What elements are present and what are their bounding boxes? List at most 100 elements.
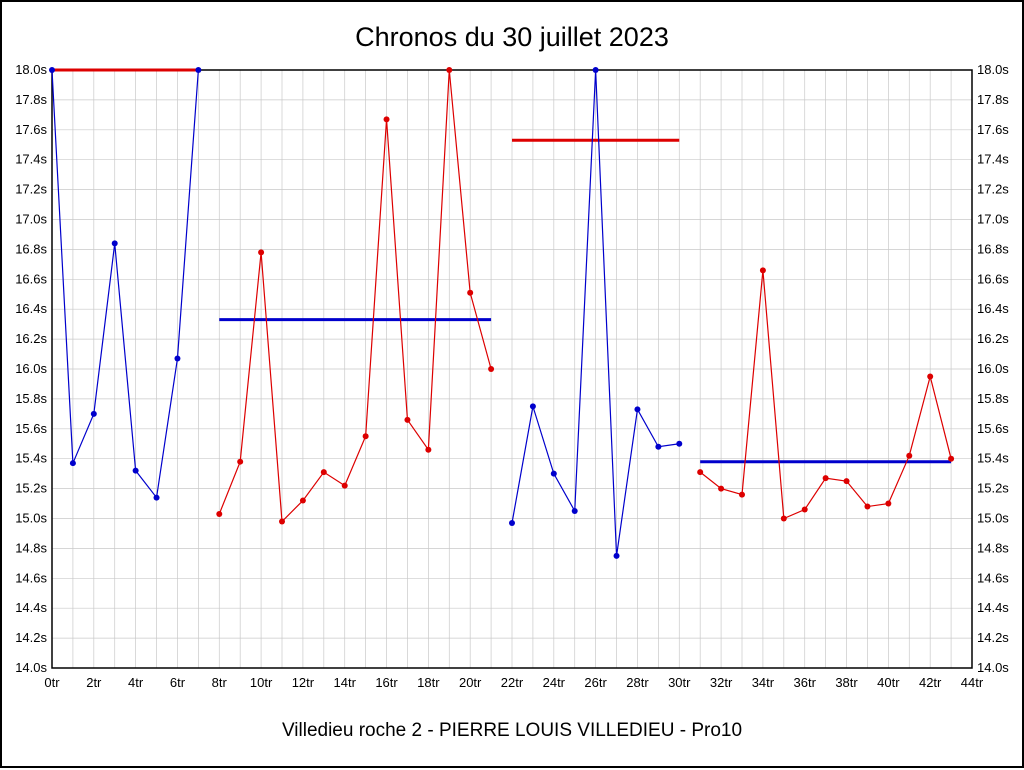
y-tick-label-right: 15.4s bbox=[977, 451, 1009, 466]
data-point-run-4 bbox=[885, 500, 892, 507]
data-point-run-3 bbox=[613, 552, 620, 559]
series-line-run-1 bbox=[51, 69, 199, 500]
y-tick-label-left: 18.0s bbox=[15, 62, 47, 77]
data-point-run-3 bbox=[592, 67, 599, 73]
y-tick-label-right: 16.2s bbox=[977, 331, 1009, 346]
x-tick-label: 6tr bbox=[170, 675, 186, 690]
data-point-run-4 bbox=[718, 485, 725, 492]
data-point-run-2 bbox=[258, 249, 265, 256]
y-tick-label-right: 17.8s bbox=[977, 92, 1009, 107]
data-point-run-4 bbox=[780, 515, 787, 522]
y-tick-label-right: 17.0s bbox=[977, 212, 1009, 227]
y-tick-label-left: 15.8s bbox=[15, 391, 47, 406]
y-tick-label-right: 15.6s bbox=[977, 421, 1009, 436]
data-point-run-3 bbox=[571, 508, 578, 515]
y-tick-label-left: 14.6s bbox=[15, 570, 47, 585]
y-tick-label-right: 14.6s bbox=[977, 570, 1009, 585]
data-point-run-4 bbox=[843, 478, 850, 485]
y-tick-label-left: 16.4s bbox=[15, 301, 47, 316]
x-tick-label: 18tr bbox=[417, 675, 440, 690]
y-tick-label-right: 17.4s bbox=[977, 152, 1009, 167]
data-point-run-2 bbox=[216, 511, 223, 518]
y-tick-label-right: 16.6s bbox=[977, 271, 1009, 286]
y-tick-label-left: 17.8s bbox=[15, 92, 47, 107]
y-tick-label-left: 16.8s bbox=[15, 241, 47, 256]
x-tick-label: 12tr bbox=[292, 675, 315, 690]
x-tick-label: 26tr bbox=[584, 675, 607, 690]
data-point-run-4 bbox=[948, 455, 955, 462]
data-point-run-4 bbox=[822, 475, 829, 482]
y-tick-label-right: 17.6s bbox=[977, 122, 1009, 137]
y-tick-label-right: 15.0s bbox=[977, 511, 1009, 526]
data-point-run-1 bbox=[90, 410, 97, 417]
x-tick-label: 22tr bbox=[501, 675, 524, 690]
chart-title: Chronos du 30 juillet 2023 bbox=[355, 22, 669, 52]
y-tick-label-left: 15.2s bbox=[15, 481, 47, 496]
x-tick-label: 28tr bbox=[626, 675, 649, 690]
y-tick-label-right: 14.4s bbox=[977, 600, 1009, 615]
data-point-run-3 bbox=[529, 403, 536, 410]
x-tick-label: 42tr bbox=[919, 675, 942, 690]
data-point-run-1 bbox=[174, 355, 181, 362]
data-point-run-2 bbox=[362, 433, 369, 440]
y-tick-label-right: 14.2s bbox=[977, 630, 1009, 645]
x-tick-label: 0tr bbox=[44, 675, 60, 690]
data-point-run-3 bbox=[676, 440, 683, 447]
data-point-run-2 bbox=[488, 366, 495, 372]
y-tick-label-right: 15.8s bbox=[977, 391, 1009, 406]
data-point-run-1 bbox=[132, 467, 139, 474]
data-point-run-1 bbox=[153, 494, 160, 501]
x-tick-label: 44tr bbox=[961, 675, 984, 690]
data-point-run-4 bbox=[906, 452, 913, 459]
y-tick-label-right: 16.8s bbox=[977, 241, 1009, 256]
data-point-run-2 bbox=[341, 482, 348, 489]
x-tick-label: 10tr bbox=[250, 675, 273, 690]
y-tick-label-left: 15.6s bbox=[15, 421, 47, 436]
x-tick-label: 30tr bbox=[668, 675, 691, 690]
x-tick-label: 36tr bbox=[794, 675, 817, 690]
data-point-run-2 bbox=[237, 458, 244, 465]
data-point-run-1 bbox=[195, 67, 202, 73]
y-tick-label-left: 16.6s bbox=[15, 271, 47, 286]
x-tick-label: 16tr bbox=[375, 675, 398, 690]
data-point-run-1 bbox=[69, 460, 76, 467]
plot-border bbox=[51, 69, 973, 669]
y-tick-label-right: 18.0s bbox=[977, 62, 1009, 77]
data-point-run-4 bbox=[739, 491, 745, 498]
chart-footer: Villedieu roche 2 - PIERRE LOUIS VILLEDI… bbox=[281, 720, 743, 741]
data-point-run-3 bbox=[509, 519, 515, 526]
y-tick-label-right: 16.4s bbox=[977, 301, 1009, 316]
data-point-run-4 bbox=[801, 506, 808, 513]
y-tick-label-left: 14.4s bbox=[15, 600, 47, 615]
x-tick-label: 14tr bbox=[334, 675, 357, 690]
data-point-run-4 bbox=[927, 373, 934, 380]
data-point-run-2 bbox=[425, 446, 432, 453]
y-tick-label-left: 15.4s bbox=[15, 451, 47, 466]
x-tick-label: 32tr bbox=[710, 675, 733, 690]
y-tick-label-left: 16.2s bbox=[15, 331, 47, 346]
data-point-run-3 bbox=[655, 443, 662, 450]
y-tick-label-right: 15.2s bbox=[977, 481, 1009, 496]
y-tick-label-left: 17.2s bbox=[15, 182, 47, 197]
y-tick-label-right: 17.2s bbox=[977, 182, 1009, 197]
x-tick-label: 20tr bbox=[459, 675, 482, 690]
x-tick-label: 4tr bbox=[128, 675, 144, 690]
x-tick-label: 34tr bbox=[752, 675, 775, 690]
y-tick-label-left: 16.0s bbox=[15, 361, 47, 376]
data-point-run-1 bbox=[49, 67, 55, 73]
y-tick-label-left: 17.6s bbox=[15, 122, 47, 137]
x-tick-label: 24tr bbox=[543, 675, 566, 690]
x-tick-label: 38tr bbox=[835, 675, 858, 690]
data-point-run-2 bbox=[279, 518, 285, 525]
data-point-run-3 bbox=[634, 406, 641, 413]
y-tick-label-left: 14.8s bbox=[15, 540, 47, 555]
y-tick-label-left: 17.4s bbox=[15, 152, 47, 167]
y-tick-label-left: 17.0s bbox=[15, 212, 47, 227]
data-point-run-2 bbox=[299, 497, 306, 504]
data-point-run-2 bbox=[404, 416, 411, 423]
x-tick-label: 40tr bbox=[877, 675, 900, 690]
series-line-run-2 bbox=[218, 69, 492, 523]
data-point-run-4 bbox=[864, 503, 871, 510]
